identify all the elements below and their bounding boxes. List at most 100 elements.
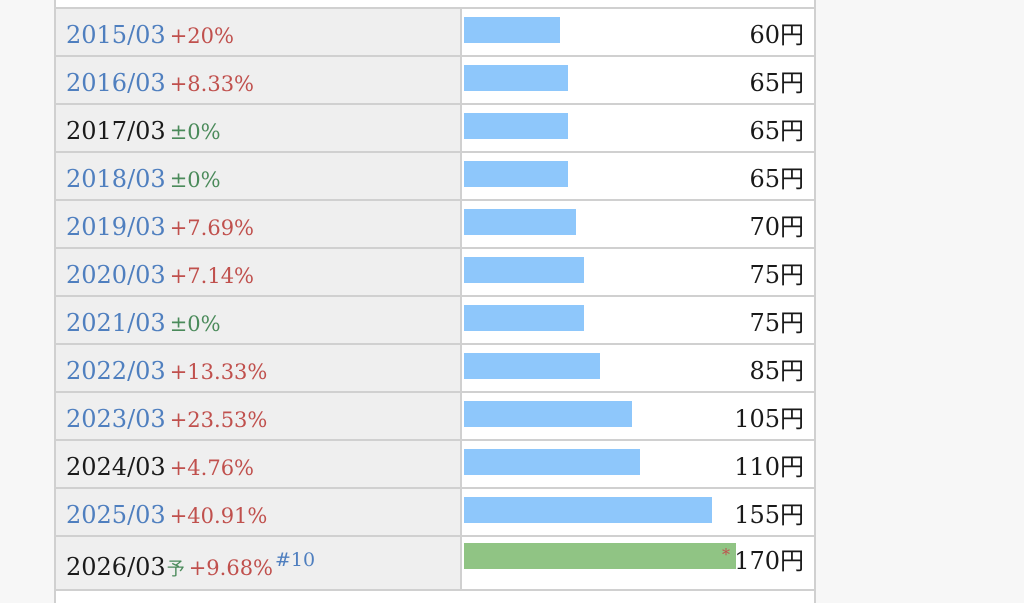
period-cell: 2018/03 ±0%: [56, 153, 462, 199]
table-row: 2017/03 ±0% 65円: [56, 105, 814, 153]
period-cell: 2026/03予 +9.68% #10: [56, 537, 462, 589]
period-cell: 2022/03 +13.33%: [56, 345, 462, 391]
table-row: 2026/03予 +9.68% #10 * 170円: [56, 537, 814, 591]
period-label[interactable]: 2021/03 ±0%: [66, 309, 221, 338]
change-percent: +4.76%: [169, 456, 255, 480]
forecast-mark: 予: [166, 559, 185, 580]
change-percent: +13.33%: [169, 360, 268, 384]
period-cell: 2023/03 +23.53%: [56, 393, 462, 439]
dividend-value: 170円: [734, 547, 804, 575]
table-row: 2015/03 +20% 60円: [56, 9, 814, 57]
dividend-value: 65円: [749, 69, 804, 97]
period-text: 2016/03: [66, 69, 166, 97]
period-text: 2021/03: [66, 309, 166, 337]
period-cell: 2025/03 +40.91%: [56, 489, 462, 535]
period-text: 2017/03: [66, 117, 166, 145]
forecast-bar: [464, 543, 736, 569]
dividend-history-table: 2015/03 +20% 60円 2016/03 +8.33% 65円 2017/03 ±0%…: [54, 0, 816, 603]
period-text: 2024/03: [66, 453, 166, 481]
value-bar: [464, 65, 568, 91]
value-cell: 110円: [462, 441, 814, 487]
value-bar: [464, 497, 712, 523]
table-row: 2016/03 +8.33% 65円: [56, 57, 814, 105]
value-bar: [464, 353, 600, 379]
table-row: 2023/03 +23.53% 105円: [56, 393, 814, 441]
value-bar: [464, 17, 560, 43]
period-cell: 2021/03 ±0%: [56, 297, 462, 343]
change-percent: ±0%: [169, 168, 221, 192]
change-percent: +8.33%: [169, 72, 255, 96]
period-label[interactable]: 2025/03 +40.91%: [66, 501, 267, 530]
period-label[interactable]: 2019/03 +7.69%: [66, 213, 254, 242]
value-cell: 75円: [462, 297, 814, 343]
change-percent: +40.91%: [169, 504, 268, 528]
value-cell: * 170円: [462, 537, 814, 589]
forecast-asterisk: *: [722, 545, 730, 564]
period-label: 2026/03予 +9.68% #10: [66, 551, 315, 584]
period-text: 2015/03: [66, 21, 166, 49]
dividend-value: 75円: [749, 309, 804, 337]
period-label[interactable]: 2018/03 ±0%: [66, 165, 221, 194]
value-bar: [464, 401, 632, 427]
dividend-value: 60円: [749, 21, 804, 49]
period-text: 2020/03: [66, 261, 166, 289]
period-label[interactable]: 2020/03 +7.14%: [66, 261, 254, 290]
dividend-value: 75円: [749, 261, 804, 289]
period-text: 2023/03: [66, 405, 166, 433]
period-text: 2018/03: [66, 165, 166, 193]
value-cell: 65円: [462, 57, 814, 103]
value-cell: 155円: [462, 489, 814, 535]
value-cell: 105円: [462, 393, 814, 439]
change-percent: +7.69%: [169, 216, 255, 240]
table-row: 2022/03 +13.33% 85円: [56, 345, 814, 393]
dividend-value: 65円: [749, 165, 804, 193]
period-text: 2019/03: [66, 213, 166, 241]
value-bar: [464, 305, 584, 331]
value-cell: 65円: [462, 153, 814, 199]
dividend-value: 105円: [734, 405, 804, 433]
period-cell: 2019/03 +7.69%: [56, 201, 462, 247]
table-row: 2018/03 ±0% 65円: [56, 153, 814, 201]
period-cell: 2016/03 +8.33%: [56, 57, 462, 103]
change-percent: +7.14%: [169, 264, 255, 288]
value-bar: [464, 113, 568, 139]
value-cell: 60円: [462, 9, 814, 55]
period-text: 2025/03: [66, 501, 166, 529]
change-percent: +20%: [169, 24, 234, 48]
table-row: 2025/03 +40.91% 155円: [56, 489, 814, 537]
change-percent: +9.68%: [188, 556, 274, 580]
period-cell: 2017/03 ±0%: [56, 105, 462, 151]
period-cell: 2024/03 +4.76%: [56, 441, 462, 487]
value-bar: [464, 449, 640, 475]
table-row: 2020/03 +7.14% 75円: [56, 249, 814, 297]
value-cell: 65円: [462, 105, 814, 151]
period-label[interactable]: 2016/03 +8.33%: [66, 69, 254, 98]
value-cell: 75円: [462, 249, 814, 295]
period-label[interactable]: 2022/03 +13.33%: [66, 357, 267, 386]
period-label: 2024/03 +4.76%: [66, 453, 254, 482]
footnote-link[interactable]: #10: [275, 549, 316, 571]
dividend-value: 70円: [749, 213, 804, 241]
dividend-value: 155円: [734, 501, 804, 529]
period-text: 2022/03: [66, 357, 166, 385]
period-cell: 2020/03 +7.14%: [56, 249, 462, 295]
value-cell: 85円: [462, 345, 814, 391]
dividend-value: 85円: [749, 357, 804, 385]
value-bar: [464, 209, 576, 235]
dividend-value: 110円: [734, 453, 804, 481]
table-top-border: [56, 7, 814, 9]
value-bar: [464, 257, 584, 283]
period-label[interactable]: 2023/03 +23.53%: [66, 405, 267, 434]
change-percent: +23.53%: [169, 408, 268, 432]
table-row: 2019/03 +7.69% 70円: [56, 201, 814, 249]
period-label: 2017/03 ±0%: [66, 117, 221, 146]
change-percent: ±0%: [169, 120, 221, 144]
value-bar: [464, 161, 568, 187]
table-row: 2024/03 +4.76% 110円: [56, 441, 814, 489]
period-label[interactable]: 2015/03 +20%: [66, 21, 234, 50]
period-text: 2026/03: [66, 553, 166, 581]
value-cell: 70円: [462, 201, 814, 247]
change-percent: ±0%: [169, 312, 221, 336]
table-row: 2021/03 ±0% 75円: [56, 297, 814, 345]
dividend-value: 65円: [749, 117, 804, 145]
